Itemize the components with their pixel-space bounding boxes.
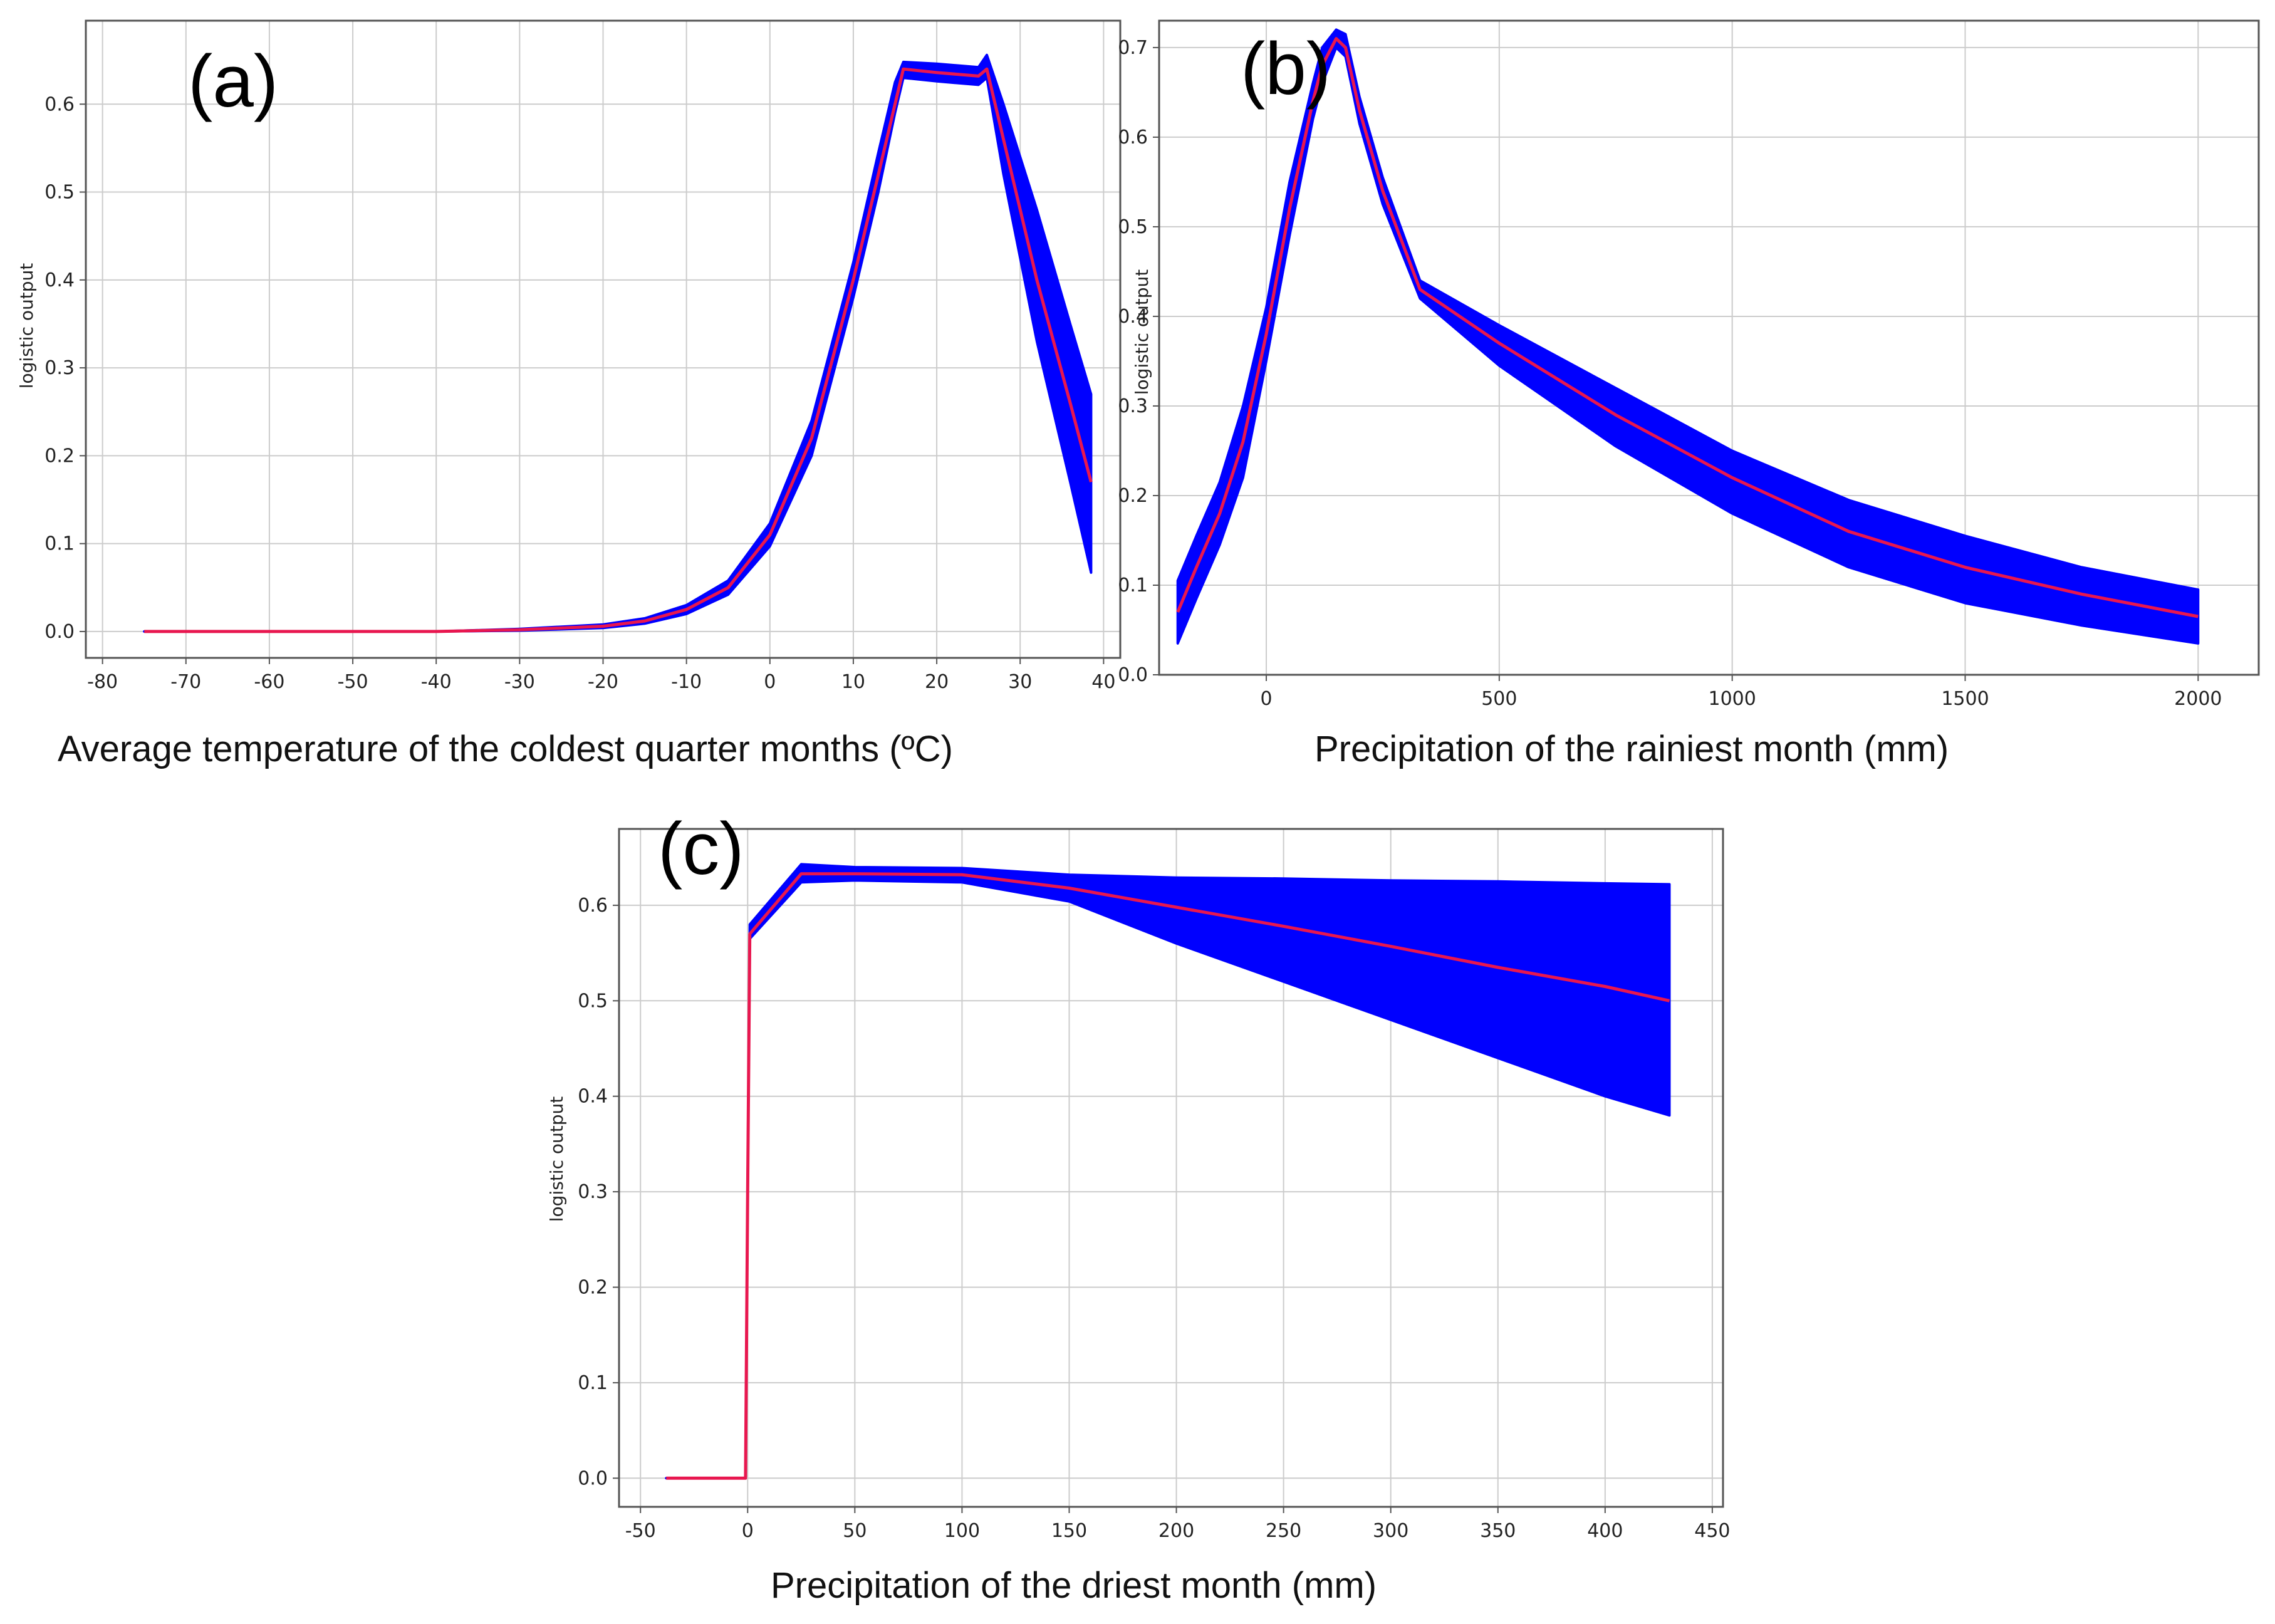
x-tick-label: -60 bbox=[254, 671, 284, 693]
y-tick-label: 0.0 bbox=[578, 1467, 608, 1489]
x-tick-label: 350 bbox=[1480, 1520, 1516, 1542]
y-tick-label: 0.2 bbox=[44, 445, 75, 467]
x-tick-label: -50 bbox=[338, 671, 368, 693]
panel-b-ticks: 0 500 1000 1500 2000 0.0 0.1 0.2 0.3 0.4 0.5 0.6 0.7 bbox=[1118, 37, 2222, 710]
x-tick-label: 1000 bbox=[1709, 688, 1756, 710]
x-tick-label: -20 bbox=[588, 671, 618, 693]
panel-b-y-axis-title: logistic output bbox=[1132, 269, 1152, 395]
panel-b-label: (b) bbox=[1241, 28, 1331, 110]
x-tick-label: -30 bbox=[504, 671, 535, 693]
panel-c-label: (c) bbox=[658, 808, 744, 890]
x-tick-label: 400 bbox=[1587, 1520, 1623, 1542]
y-tick-label: 0.6 bbox=[578, 895, 608, 917]
x-tick-label: 2000 bbox=[2174, 688, 2222, 710]
confidence-band bbox=[143, 53, 1093, 633]
y-tick-label: 0.3 bbox=[578, 1181, 608, 1203]
x-tick-label: -50 bbox=[625, 1520, 656, 1542]
y-tick-label: 0.6 bbox=[44, 93, 75, 115]
x-tick-label: 1500 bbox=[1941, 688, 1989, 710]
x-tick-label: 0 bbox=[742, 1520, 754, 1542]
y-tick-label: 0.0 bbox=[44, 621, 75, 643]
mean-response-line bbox=[144, 67, 1093, 633]
panel-a-label: (a) bbox=[188, 40, 278, 123]
panel-c-x-axis-title: Precipitation of the driest month (mm) bbox=[771, 1565, 1377, 1606]
y-tick-label: 0.2 bbox=[1118, 485, 1148, 507]
panel-a-ticks: -80 -70 -60 -50 -40 -30 -20 -10 0 10 20 30 40 0.0 0.1 0… bbox=[44, 93, 1115, 693]
x-tick-label: 0 bbox=[764, 671, 776, 693]
x-tick-label: 0 bbox=[1260, 688, 1272, 710]
x-tick-label: -70 bbox=[170, 671, 201, 693]
y-tick-label: 0.3 bbox=[44, 357, 75, 379]
panel-c-y-axis-title: logistic output bbox=[546, 1096, 567, 1222]
panel-c-ticks: -50 0 50 100 150 200 250 300 350 400 450 0.0 0.1 0.2 0… bbox=[578, 895, 1730, 1542]
panel-a-plot-area bbox=[143, 53, 1093, 633]
x-tick-label: 20 bbox=[925, 671, 949, 693]
y-tick-label: 0.5 bbox=[578, 990, 608, 1012]
chart-panel-c: -50 0 50 100 150 200 250 300 350 400 450 0.0 0.1 0.2 0… bbox=[546, 808, 1731, 1606]
y-tick-label: 0.1 bbox=[44, 533, 75, 555]
chart-panel-a: -80 -70 -60 -50 -40 -30 -20 -10 0 10 20 30 40 0.0 0.1 0… bbox=[16, 19, 1122, 769]
panel-a-gridlines bbox=[86, 21, 1120, 658]
x-tick-label: 250 bbox=[1266, 1520, 1301, 1542]
panel-b-plot-area bbox=[1176, 28, 2200, 645]
panel-b-x-axis-title: Precipitation of the rainiest month (mm) bbox=[1315, 729, 1949, 769]
confidence-band bbox=[665, 863, 1671, 1480]
y-tick-label: 0.2 bbox=[578, 1276, 608, 1298]
panel-a-y-axis-title: logistic output bbox=[16, 263, 37, 388]
x-tick-label: -10 bbox=[671, 671, 702, 693]
x-tick-label: 450 bbox=[1694, 1520, 1730, 1542]
x-tick-label: 200 bbox=[1158, 1520, 1194, 1542]
y-tick-label: 0.5 bbox=[44, 182, 75, 204]
y-tick-label: 0.3 bbox=[1118, 395, 1148, 417]
x-tick-label: -80 bbox=[87, 671, 118, 693]
x-tick-label: 300 bbox=[1373, 1520, 1408, 1542]
mean-response-line bbox=[1176, 37, 2199, 618]
x-tick-label: 10 bbox=[841, 671, 865, 693]
y-tick-label: 0.6 bbox=[1118, 127, 1148, 148]
x-tick-label: 500 bbox=[1481, 688, 1517, 710]
mean-response-line bbox=[666, 872, 1670, 1480]
x-tick-label: 100 bbox=[944, 1520, 980, 1542]
y-tick-label: 0.4 bbox=[44, 269, 75, 291]
panel-c-frame bbox=[618, 828, 1724, 1508]
panel-b-frame bbox=[1158, 19, 2260, 676]
panel-a-x-axis-title: Average temperature of the coldest quart… bbox=[58, 729, 953, 769]
confidence-band bbox=[1176, 28, 2200, 645]
x-tick-label: 50 bbox=[843, 1520, 867, 1542]
x-tick-label: -40 bbox=[421, 671, 452, 693]
y-tick-label: 0.7 bbox=[1118, 37, 1148, 59]
chart-panel-b: 0 500 1000 1500 2000 0.0 0.1 0.2 0.3 0.4 0.5 0.6 0.7… bbox=[1118, 19, 2260, 769]
x-tick-label: 30 bbox=[1008, 671, 1032, 693]
y-tick-label: 0.0 bbox=[1118, 664, 1148, 686]
y-tick-label: 0.4 bbox=[1118, 306, 1148, 328]
x-tick-label: 40 bbox=[1091, 671, 1115, 693]
panel-c-plot-area bbox=[665, 863, 1671, 1480]
y-tick-label: 0.1 bbox=[578, 1372, 608, 1394]
y-tick-label: 0.4 bbox=[578, 1086, 608, 1108]
x-tick-label: 150 bbox=[1051, 1520, 1087, 1542]
y-tick-label: 0.1 bbox=[1118, 575, 1148, 596]
y-tick-label: 0.5 bbox=[1118, 216, 1148, 238]
